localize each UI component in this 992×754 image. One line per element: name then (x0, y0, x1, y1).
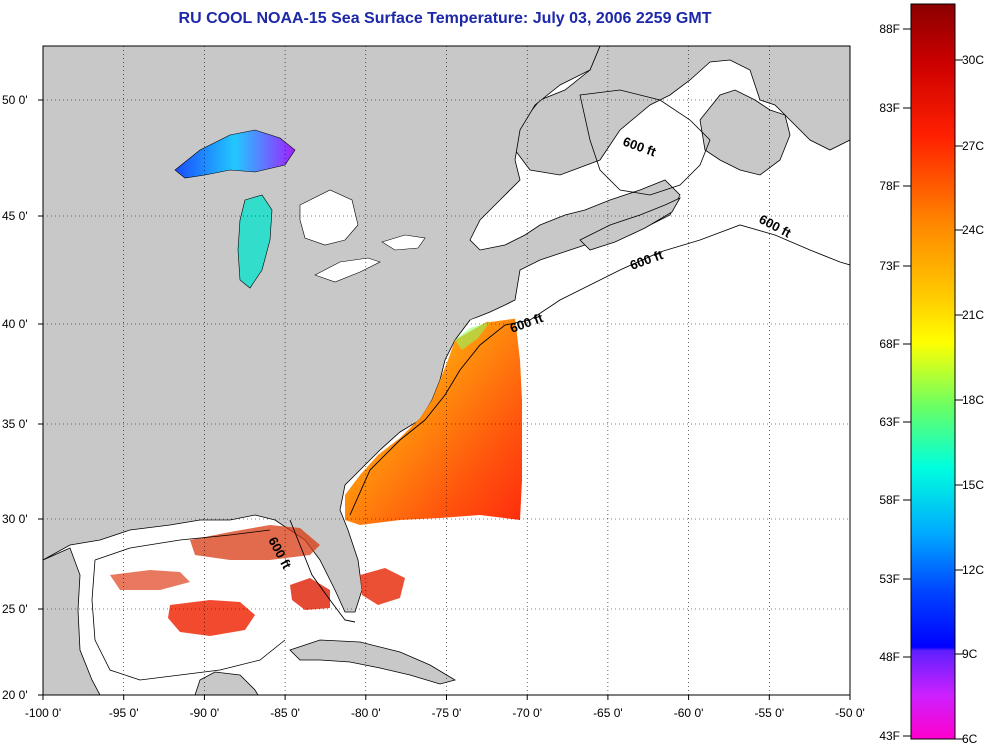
colorbar-f-label: 78F (879, 179, 900, 193)
colorbar-f-label: 88F (879, 22, 900, 36)
y-tick-label: 25 0' (2, 602, 28, 616)
isobath-gulf-of-st-lawrence (579, 89, 711, 196)
land-cuba (289, 639, 457, 685)
y-tick-label: 45 0' (2, 209, 28, 223)
y-tick-label: 30 0' (2, 512, 28, 526)
sst-swath-gulf-north (190, 525, 320, 560)
colorbar-f-label: 73F (879, 259, 900, 273)
x-tick-label: -95 0' (109, 706, 139, 720)
x-tick-label: -50 0' (835, 706, 865, 720)
y-tick-label: 50 0' (2, 93, 28, 107)
colorbar-c-label: 12C (962, 563, 984, 577)
lake-ontario (381, 234, 426, 251)
x-tick-label: -85 0' (270, 706, 300, 720)
sst-swath-east-coast (345, 318, 522, 525)
x-tick-label: -70 0' (512, 706, 542, 720)
colorbar-c-label: 21C (962, 308, 984, 322)
colorbar-f-label: 48F (879, 650, 900, 664)
colorbar-c-label: 15C (962, 478, 984, 492)
colorbar-c-label: 9C (962, 647, 978, 661)
sst-swath-bahamas (360, 568, 405, 605)
sst-swath-northeast (455, 322, 490, 350)
x-axis: -100 0' -95 0' -90 0' -85 0' -80 0' -75 0' -70… (25, 695, 865, 720)
x-tick-label: -65 0' (593, 706, 623, 720)
x-tick-label: -100 0' (25, 706, 61, 720)
colorbar-f-label: 43F (879, 729, 900, 743)
isobath-600ft (289, 224, 850, 623)
map-title: RU COOL NOAA-15 Sea Surface Temperature:… (178, 10, 712, 27)
colorbar-f-label: 58F (879, 493, 900, 507)
y-tick-label: 20 0' (2, 688, 28, 702)
land-mexico (43, 547, 101, 695)
x-tick-label: -60 0' (674, 706, 704, 720)
colorbar-c-label: 18C (962, 393, 984, 407)
colorbar-f-label: 68F (879, 337, 900, 351)
colorbar-gradient (910, 3, 956, 740)
x-tick-label: -80 0' (351, 706, 381, 720)
lake-michigan (237, 194, 273, 289)
isobath-gulf (91, 529, 286, 681)
sst-swath-gulf-central (110, 570, 190, 590)
land-nova-scotia (579, 197, 681, 251)
colorbar-f-label: 53F (879, 572, 900, 586)
colorbar-fahrenheit-labels: 88F 83F 78F 73F 68F 63F 58F 53F 48F 43F (879, 22, 911, 743)
sst-swath-north-patch (470, 305, 520, 322)
x-tick-label: -55 0' (754, 706, 784, 720)
x-tick-label: -90 0' (190, 706, 220, 720)
y-tick-label: 35 0' (2, 417, 28, 431)
colorbar-f-label: 63F (879, 415, 900, 429)
land-yucatan (194, 671, 259, 695)
land-newfoundland (699, 89, 791, 176)
map-grid (42, 46, 851, 695)
colorbar-c-label: 6C (962, 732, 978, 746)
colorbar-celsius-labels: 30C 27C 24C 21C 18C 15C 12C 9C 6C (955, 53, 984, 746)
colorbar-c-label: 27C (962, 139, 984, 153)
y-axis: 50 0' 45 0' 40 0' 35 0' 30 0' 25 0' 20 0' (2, 93, 43, 702)
lake-huron (299, 189, 359, 246)
sst-swath-gulf-west (168, 600, 255, 636)
colorbar-c-label: 24C (962, 223, 984, 237)
colorbar-c-label: 30C (962, 53, 984, 67)
y-tick-label: 40 0' (2, 317, 28, 331)
lake-erie (314, 257, 381, 283)
x-tick-label: -75 0' (432, 706, 462, 720)
lake-superior (174, 129, 296, 179)
colorbar-f-label: 83F (879, 101, 900, 115)
